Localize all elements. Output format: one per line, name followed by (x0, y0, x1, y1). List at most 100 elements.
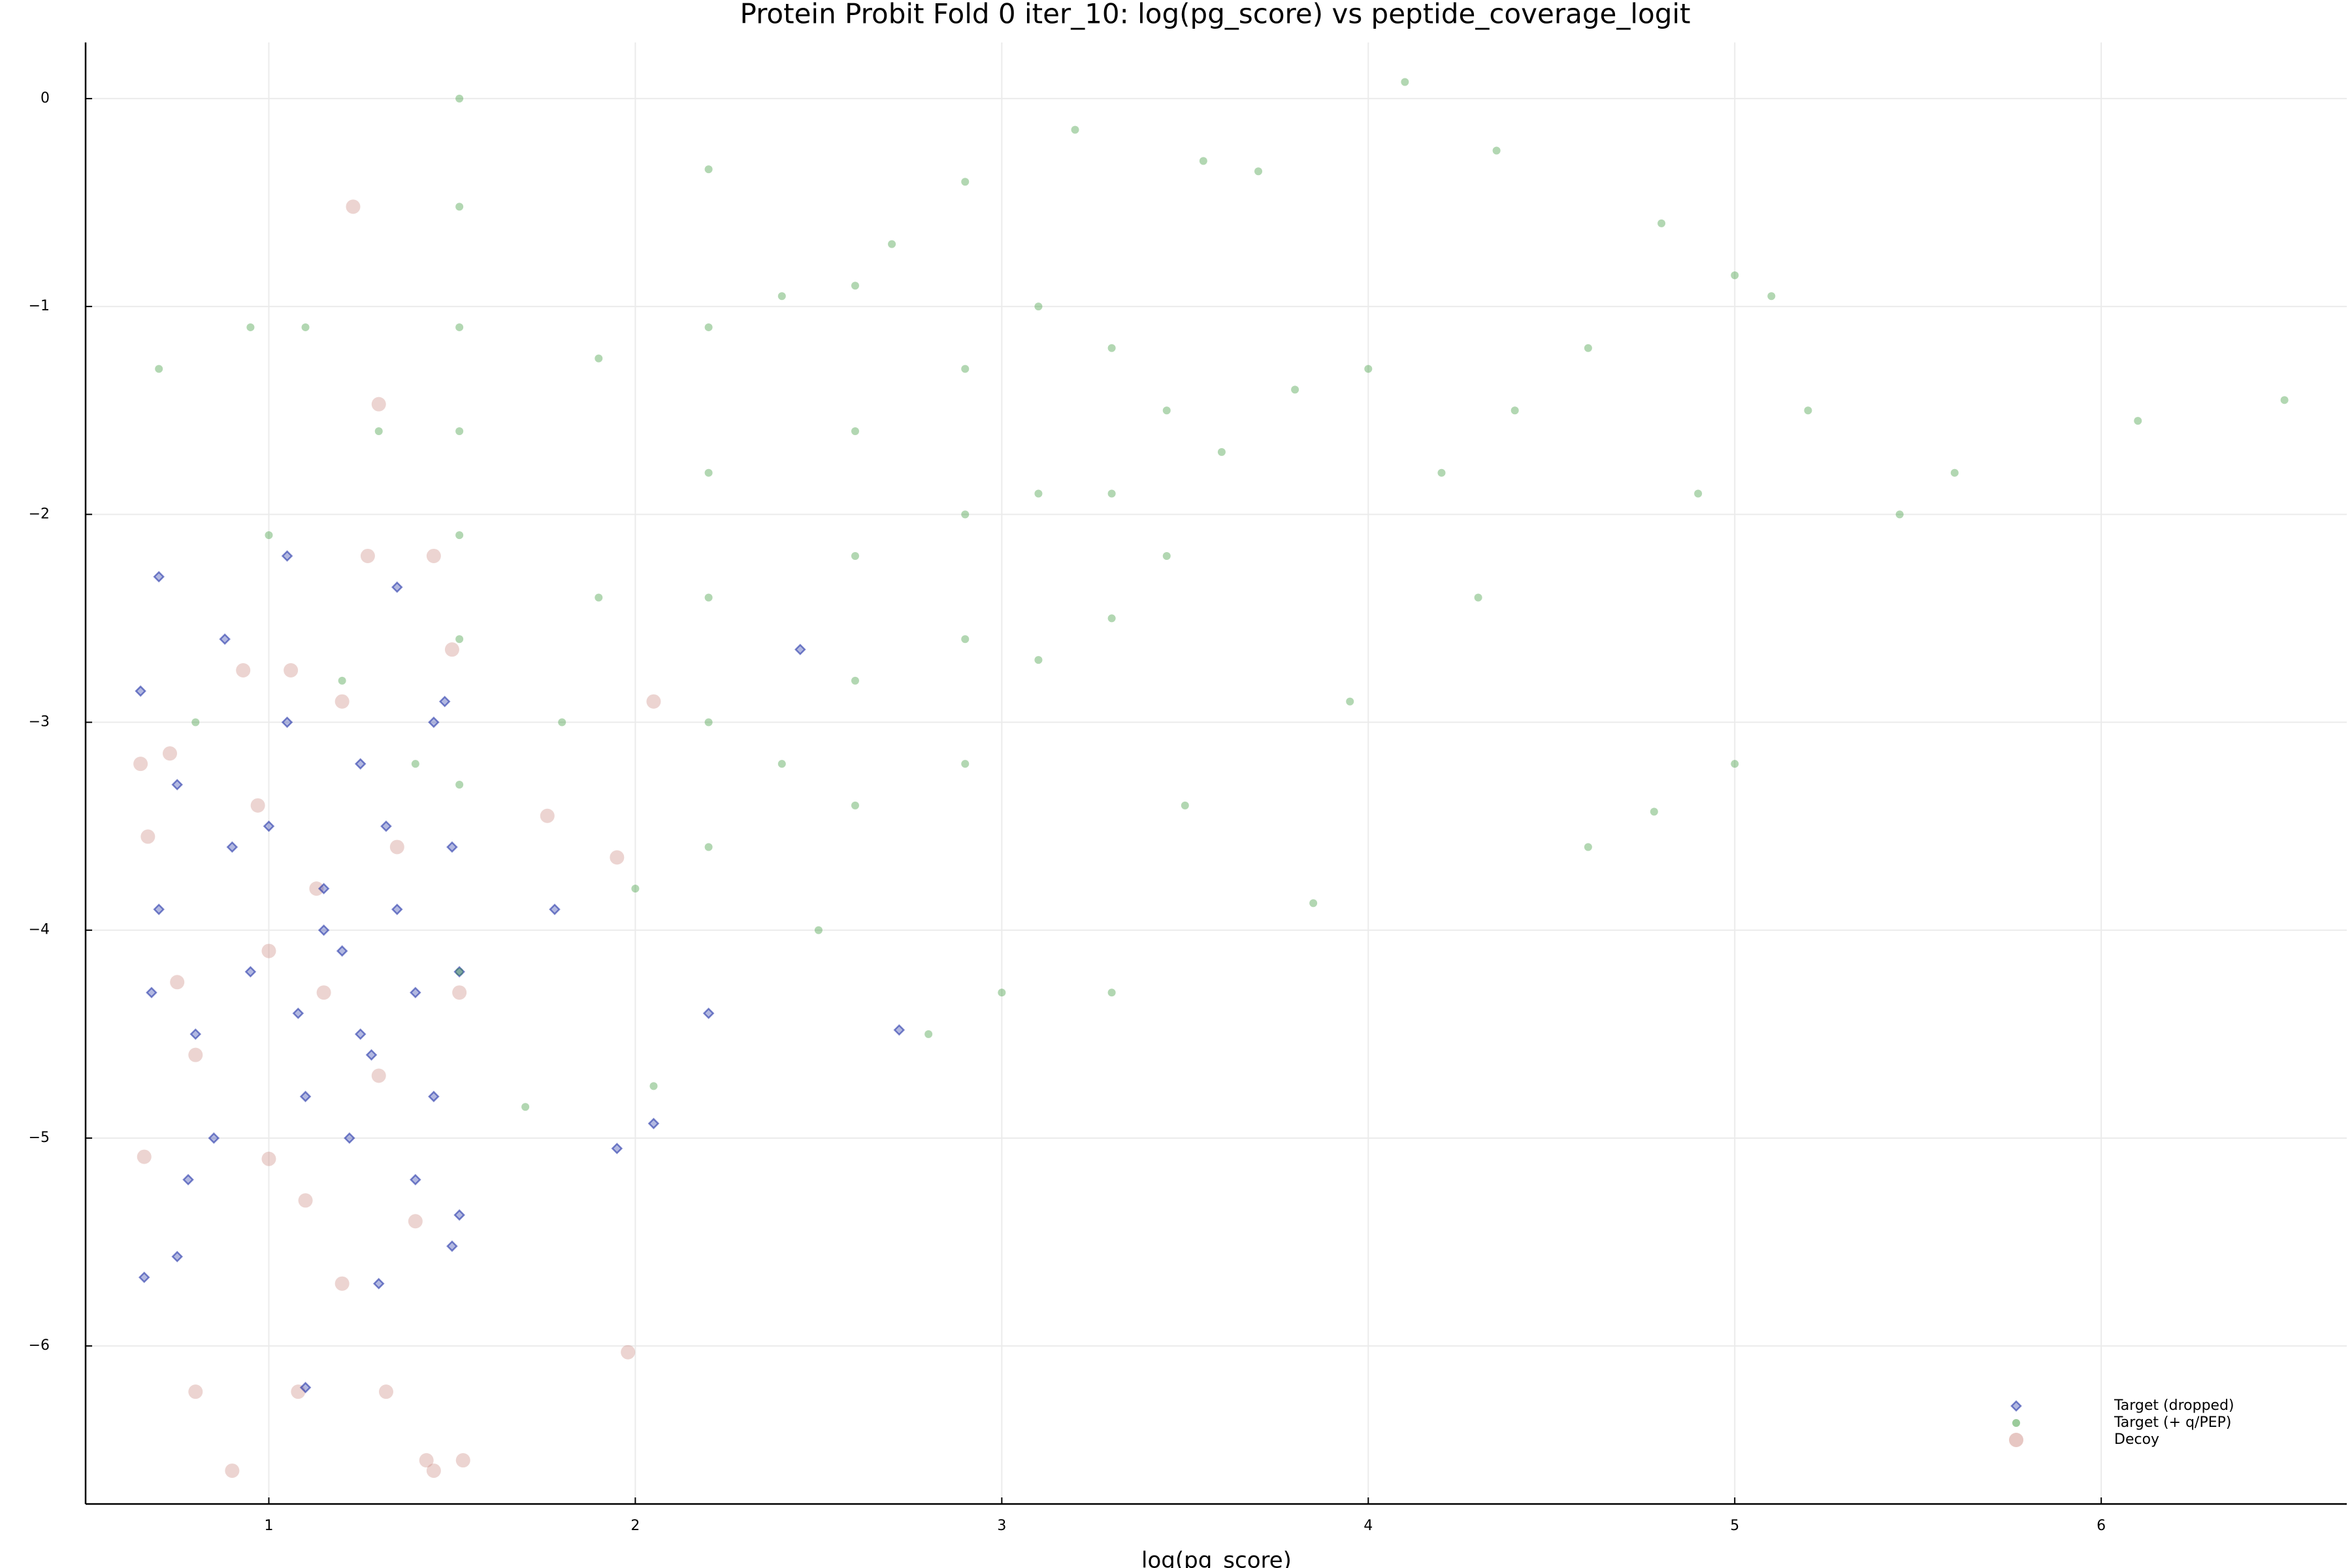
legend-marker (2010, 1400, 2022, 1412)
point (704, 468, 713, 477)
point (428, 1090, 440, 1103)
point (354, 758, 367, 770)
point (226, 841, 238, 853)
point (299, 1090, 312, 1103)
point (549, 904, 561, 915)
point (1107, 489, 1116, 498)
point (455, 323, 464, 331)
point (1071, 125, 1079, 134)
point (263, 820, 275, 832)
point (292, 1007, 304, 1019)
point (250, 798, 265, 813)
point (371, 397, 386, 412)
point (188, 1384, 203, 1399)
point (1895, 510, 1904, 519)
point (2134, 417, 2142, 425)
series-2 (133, 199, 661, 1478)
point (1107, 614, 1116, 623)
point (265, 531, 273, 540)
point (163, 746, 178, 761)
point (631, 885, 640, 893)
point (704, 718, 713, 727)
point (649, 1082, 658, 1090)
point (1584, 843, 1592, 851)
point (851, 676, 859, 685)
point (1650, 808, 1658, 816)
point (851, 551, 859, 560)
point (455, 968, 464, 976)
x-tick-label: 5 (1730, 1518, 1739, 1534)
point (1364, 365, 1373, 373)
point (171, 779, 184, 791)
point (521, 1103, 530, 1111)
point (261, 943, 276, 958)
point (621, 1345, 636, 1360)
point (371, 1068, 386, 1083)
point (452, 985, 467, 1000)
point (777, 292, 786, 301)
point (610, 850, 625, 865)
point (704, 165, 713, 174)
point (335, 694, 350, 709)
x-tick-label: 2 (630, 1518, 640, 1534)
point (1346, 697, 1354, 706)
point (558, 718, 566, 727)
point (2280, 396, 2289, 404)
y-tick-label: −3 (29, 714, 50, 730)
point (1401, 78, 1409, 86)
point (244, 966, 257, 978)
point (455, 1453, 470, 1468)
point (389, 840, 404, 855)
point (281, 550, 293, 562)
point (1731, 760, 1739, 768)
point (191, 718, 200, 727)
point (540, 808, 555, 823)
point (1107, 344, 1116, 352)
point (426, 548, 441, 563)
point (455, 94, 464, 103)
y-tick-label: −1 (29, 298, 50, 314)
point (446, 841, 458, 853)
point (453, 1209, 465, 1221)
point (455, 531, 464, 540)
point (446, 1240, 458, 1252)
x-tick-label: 1 (264, 1518, 273, 1534)
y-tick-label: −4 (29, 922, 50, 938)
point (419, 1453, 434, 1468)
point (410, 987, 421, 998)
point (354, 1028, 367, 1040)
point (378, 1384, 393, 1399)
point (1162, 406, 1171, 415)
point (365, 1049, 378, 1061)
point (453, 966, 465, 978)
point (219, 633, 231, 645)
point (372, 1277, 385, 1290)
y-tick-label: −6 (29, 1337, 50, 1354)
point (794, 644, 806, 655)
point (346, 199, 361, 214)
point (182, 1173, 194, 1186)
y-tick-label: 0 (41, 90, 50, 106)
point (1584, 344, 1592, 352)
point (1731, 271, 1739, 280)
point (1034, 302, 1043, 311)
point (851, 427, 859, 436)
point (344, 1132, 355, 1144)
point (391, 904, 403, 915)
point (1199, 157, 1207, 165)
point (704, 593, 713, 602)
point (426, 1463, 441, 1478)
point (338, 676, 346, 685)
point (1254, 167, 1263, 176)
point (188, 1047, 203, 1062)
point (1034, 656, 1043, 664)
point (408, 1214, 423, 1229)
point (133, 757, 148, 772)
point (1474, 593, 1482, 602)
point (411, 760, 419, 768)
point (374, 427, 383, 436)
point (140, 829, 155, 844)
point (309, 881, 324, 896)
point (455, 635, 464, 644)
